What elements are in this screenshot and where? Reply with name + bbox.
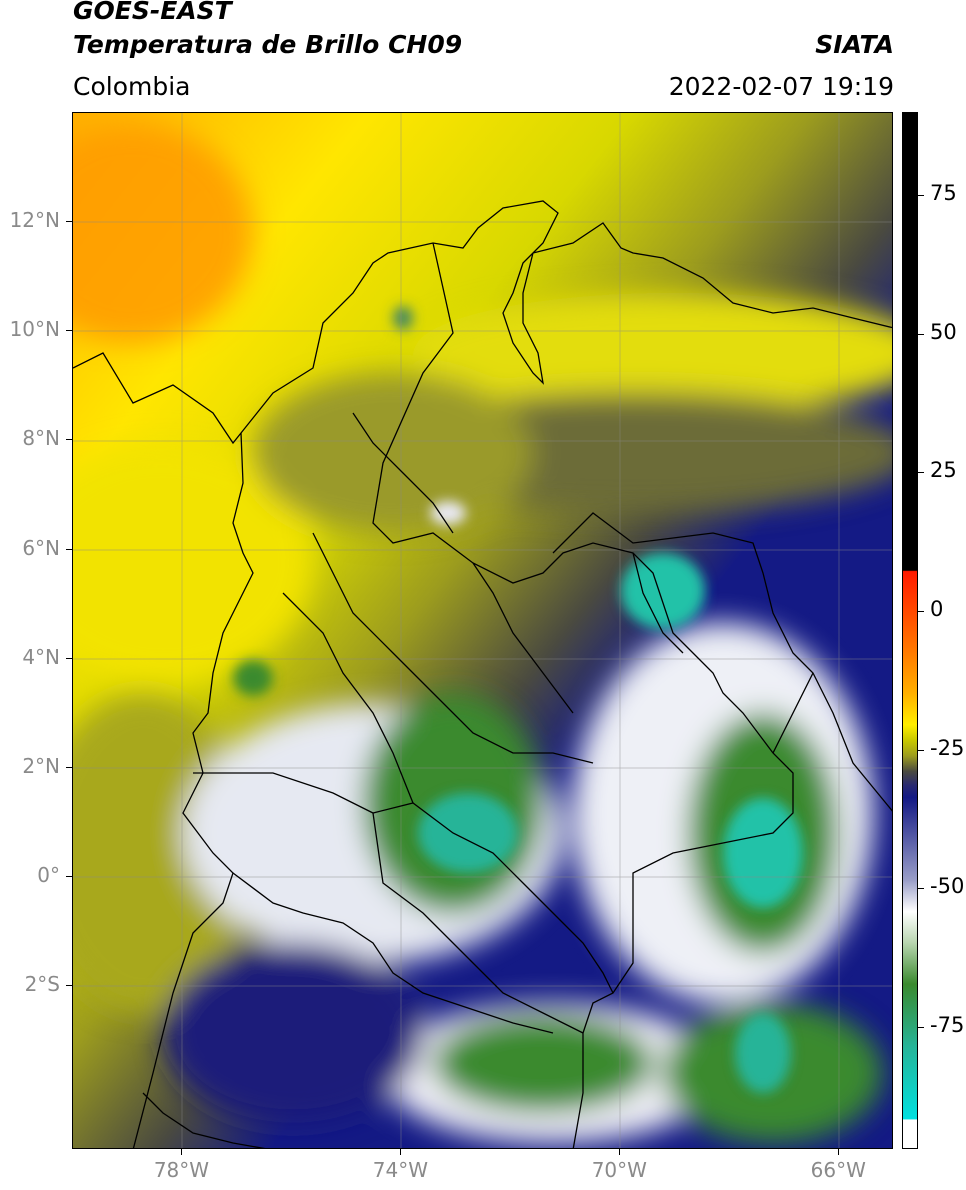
colorbar-tick-label: -50	[930, 874, 965, 899]
lon-tick-label: 66°W	[810, 1158, 866, 1182]
colorbar-tick-mark	[918, 888, 924, 890]
colorbar-tick-label: -25	[930, 735, 965, 760]
coastline-borders	[73, 200, 892, 1148]
colorbar-tick-label: 50	[930, 319, 957, 344]
title-satellite: GOES-EAST	[73, 0, 232, 25]
lat-tick-mark	[66, 985, 72, 987]
colorbar-tick-label: 25	[930, 458, 957, 483]
lat-tick-mark	[66, 439, 72, 441]
lon-tick-mark	[400, 1149, 402, 1155]
colorbar-tick-mark	[918, 472, 924, 474]
colorbar-tick-mark	[918, 611, 924, 613]
colorbar-tick-mark	[918, 333, 924, 335]
lon-tick-label: 78°W	[153, 1158, 210, 1182]
lat-tick-mark	[66, 330, 72, 332]
colorbar-ramp	[903, 113, 917, 1148]
lat-tick-label: 6°N	[22, 535, 60, 560]
satellite-map	[72, 112, 893, 1149]
lat-tick-mark	[66, 657, 72, 659]
colorbar-tick-mark	[918, 1027, 924, 1028]
lat-tick-label: 10°N	[9, 317, 60, 342]
lat-tick-label: 2°N	[22, 753, 60, 778]
lat-tick-label: 12°N	[9, 208, 60, 233]
lat-tick-mark	[66, 548, 72, 550]
lon-tick-label: 74°W	[372, 1158, 428, 1182]
colorbar-tick-mark	[918, 749, 924, 751]
colorbar	[902, 112, 918, 1149]
colorbar-tick-label: 0	[930, 597, 944, 622]
region-label: Colombia	[73, 72, 191, 101]
colorbar-tick-label: -75	[930, 1013, 965, 1037]
lat-tick-mark	[66, 766, 72, 768]
title-product: Temperatura de Brillo CH09	[73, 30, 463, 59]
colorbar-tick-mark	[918, 195, 924, 197]
lon-tick-mark	[838, 1149, 840, 1155]
lat-tick-label: 0°	[37, 863, 60, 888]
brightness-temperature-field	[73, 113, 892, 1148]
lon-tick-mark	[619, 1149, 621, 1155]
organization-label: SIATA	[815, 30, 894, 59]
lat-tick-mark	[66, 876, 72, 878]
timestamp-label: 2022-02-07 19:19	[668, 72, 894, 101]
lat-tick-label: 2°S	[24, 972, 60, 997]
lat-tick-label: 8°N	[22, 426, 60, 451]
lon-tick-mark	[181, 1149, 183, 1155]
lon-tick-label: 70°W	[591, 1158, 647, 1182]
lat-tick-mark	[66, 221, 72, 223]
colorbar-tick-label: 75	[930, 181, 957, 206]
lat-tick-label: 4°N	[22, 644, 60, 669]
